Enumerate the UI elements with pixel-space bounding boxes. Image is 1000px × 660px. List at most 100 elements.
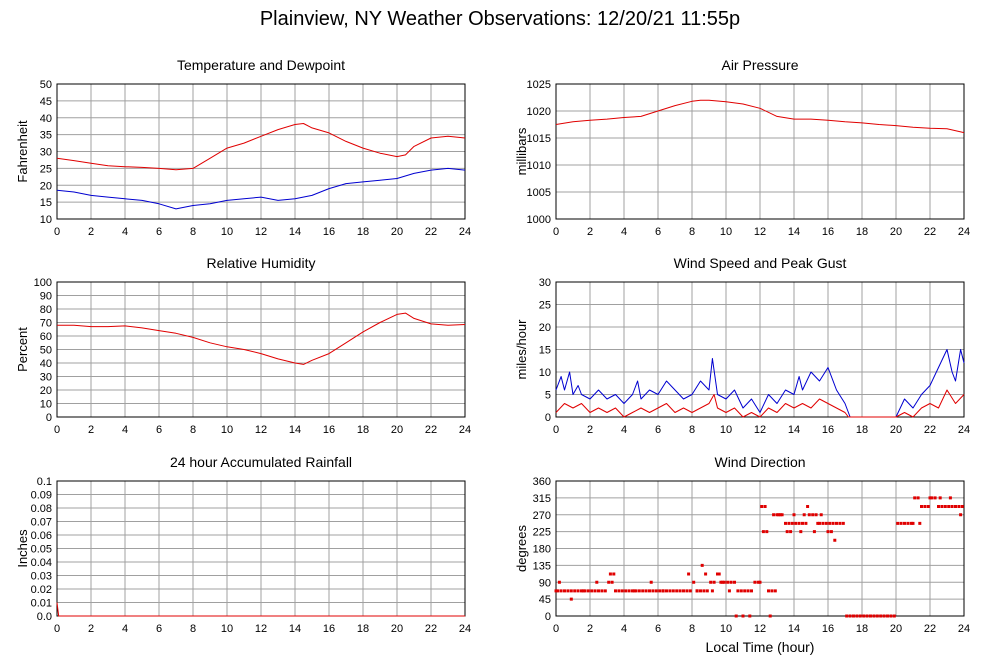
wind-direction-point: [709, 580, 713, 584]
temperature-y-tick-label: 30: [40, 147, 52, 159]
humidity-x-tick-label: 12: [255, 424, 267, 436]
pressure-y-tick-label: 1005: [527, 187, 551, 199]
wind-direction-point: [841, 521, 845, 525]
wind-direction-point: [920, 505, 923, 508]
rainfall-y-axis-label: Inches: [15, 529, 30, 568]
pressure-y-tick-label: 1010: [527, 160, 551, 172]
temperature-x-tick-label: 4: [122, 226, 128, 238]
wind-direction-point: [775, 513, 779, 517]
wind-direction-point: [557, 580, 561, 584]
wind-direction-point: [794, 521, 798, 525]
wind-speed-x-tick-label: 14: [788, 424, 800, 436]
wind-direction-point: [865, 614, 869, 618]
wind-direction-point: [743, 589, 747, 593]
wind-direction-point: [954, 505, 957, 508]
wind-direction-point: [569, 589, 573, 593]
rainfall-x-tick-label: 6: [156, 623, 162, 635]
temperature-x-tick-label: 20: [391, 226, 403, 238]
humidity-x-tick-label: 6: [156, 424, 162, 436]
wind-direction-point: [649, 580, 653, 584]
wind-direction-y-tick-label: 45: [539, 594, 551, 606]
wind-direction-point: [661, 589, 665, 593]
wind-direction-point: [947, 505, 951, 508]
wind-direction-point: [889, 614, 893, 618]
wind-direction-point: [624, 589, 628, 593]
humidity-x-tick-label: 16: [323, 424, 335, 436]
wind-direction-point: [770, 589, 774, 593]
wind-direction-point: [906, 521, 910, 525]
humidity-frame: [56, 281, 466, 418]
pressure-x-tick-label: 16: [822, 226, 834, 238]
wind-direction-frame: [555, 480, 965, 617]
temperature-x-tick-label: 6: [156, 226, 162, 238]
wind-direction-point: [950, 505, 954, 508]
wind-direction-point: [940, 505, 944, 508]
rainfall-y-tick-label: 0.1: [37, 476, 52, 488]
wind-direction-point: [758, 580, 762, 584]
temperature-series-line-0: [56, 123, 466, 171]
wind-direction-point: [930, 496, 934, 500]
wind-direction-point: [576, 589, 580, 593]
wind-direction-point: [632, 589, 636, 593]
pressure-y-tick-label: 1025: [527, 79, 551, 91]
pressure-x-tick-label: 8: [689, 226, 695, 238]
pressure-x-tick-label: 0: [553, 226, 559, 238]
pressure-x-tick-label: 2: [587, 226, 593, 238]
wind-speed-x-tick-label: 18: [856, 424, 868, 436]
wind-direction-point: [651, 589, 655, 593]
pressure-x-tick-label: 14: [788, 226, 800, 238]
temperature-x-tick-label: 2: [88, 226, 94, 238]
wind-direction-point: [828, 521, 832, 525]
wind-direction-y-tick-label: 225: [533, 527, 551, 539]
rainfall-y-tick-label: 0.08: [31, 503, 52, 515]
wind-direction-point: [886, 614, 889, 618]
wind-direction-point: [773, 589, 777, 593]
wind-direction-x-tick-label: 24: [958, 623, 970, 635]
rainfall-y-tick-label: 0.03: [31, 571, 52, 583]
wind-direction-x-tick-label: 16: [822, 623, 834, 635]
temperature-x-tick-label: 10: [221, 226, 233, 238]
humidity-y-tick-label: 60: [40, 331, 52, 343]
wind-direction-point: [641, 589, 645, 593]
wind-direction-y-tick-label: 180: [533, 544, 551, 556]
wind-direction-point: [911, 521, 915, 525]
wind-direction-x-tick-label: 10: [720, 623, 732, 635]
wind-direction-y-axis-label: degrees: [514, 525, 529, 572]
temperature-x-tick-label: 12: [255, 226, 267, 238]
wind-direction-point: [687, 572, 691, 576]
wind-direction-point: [583, 589, 587, 593]
humidity-title: Relative Humidity: [207, 255, 316, 271]
wind-direction-point: [957, 505, 961, 508]
wind-direction-point: [607, 580, 611, 584]
wind-direction-point: [573, 589, 577, 593]
wind-speed-x-tick-label: 4: [621, 424, 627, 436]
wind-direction-point: [761, 530, 765, 534]
wind-direction-x-axis-label: Local Time (hour): [706, 639, 815, 655]
wind-direction-point: [756, 580, 760, 584]
wind-speed-x-tick-label: 0: [553, 424, 559, 436]
wind-speed-title: Wind Speed and Peak Gust: [674, 255, 847, 271]
wind-speed-x-tick-label: 20: [890, 424, 902, 436]
pressure-frame: [555, 83, 965, 220]
pressure-y-tick-label: 1000: [527, 214, 551, 226]
wind-speed-x-tick-label: 16: [822, 424, 834, 436]
wind-direction-point: [734, 614, 738, 618]
wind-direction-point: [595, 580, 599, 584]
pressure-y-tick-label: 1015: [527, 133, 551, 145]
pressure-x-tick-label: 20: [890, 226, 902, 238]
pressure-x-tick-label: 24: [958, 226, 970, 238]
wind-direction-x-tick-label: 0: [553, 623, 559, 635]
humidity-series-line-0: [57, 312, 466, 365]
wind-direction-point: [597, 589, 600, 593]
wind-direction-point: [593, 589, 597, 593]
wind-direction-point: [882, 614, 886, 618]
pressure-y-tick-label: 1020: [527, 106, 551, 118]
rainfall-y-tick-label: 0.09: [31, 490, 52, 502]
rainfall-y-tick-label: 0.01: [31, 598, 52, 610]
wind-direction-x-tick-label: 4: [621, 623, 627, 635]
wind-direction-point: [704, 572, 708, 576]
wind-direction-point: [824, 521, 828, 525]
wind-direction-point: [814, 513, 818, 517]
